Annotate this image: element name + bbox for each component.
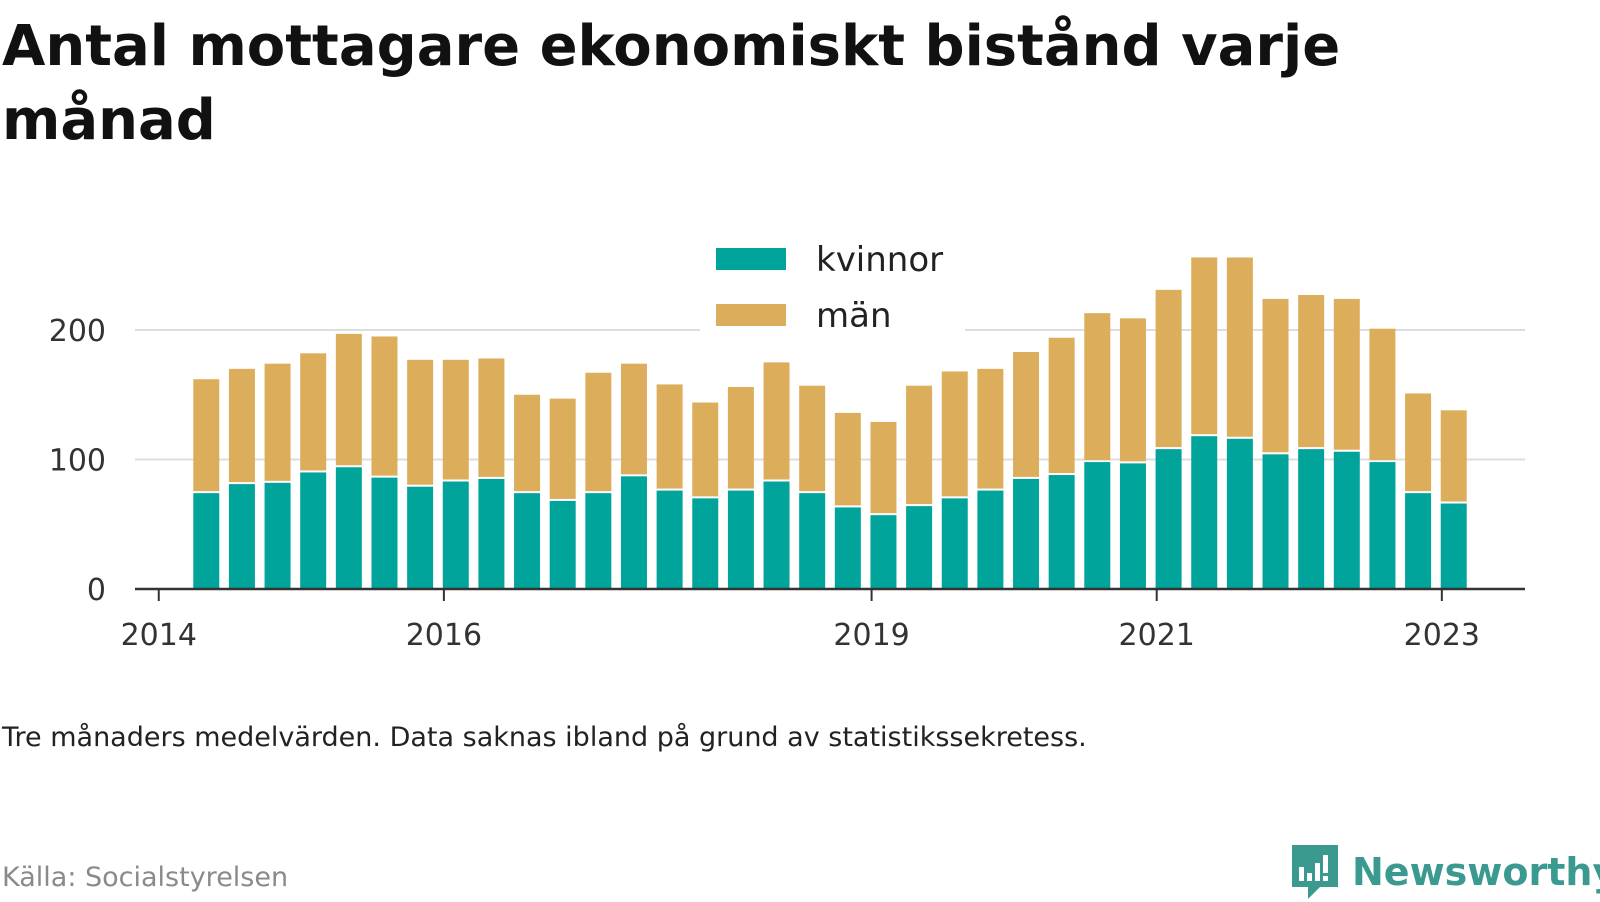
- bar-man: [656, 384, 683, 489]
- bar-kvinnor: [1048, 475, 1075, 589]
- bar-kvinnor: [407, 486, 434, 589]
- bar-man: [478, 358, 505, 477]
- bar-kvinnor: [834, 507, 861, 589]
- x-tick-label: 2019: [833, 618, 909, 653]
- x-tick-label: 2016: [406, 618, 482, 653]
- bar-kvinnor: [763, 481, 790, 589]
- bar-kvinnor: [1119, 463, 1146, 589]
- bar-kvinnor: [228, 484, 255, 589]
- bar-man: [585, 372, 612, 492]
- bar-man: [407, 359, 434, 485]
- bar-man: [727, 386, 754, 489]
- bar-man: [300, 353, 327, 471]
- bar-kvinnor: [692, 498, 719, 589]
- bar-kvinnor: [1226, 438, 1253, 589]
- bar-kvinnor: [371, 477, 398, 589]
- y-tick-label: 100: [49, 444, 106, 479]
- legend-label-kvinnor: kvinnor: [816, 240, 943, 280]
- bar-kvinnor: [1298, 449, 1325, 589]
- bar-kvinnor: [1155, 449, 1182, 589]
- bar-man: [870, 421, 897, 514]
- bar-kvinnor: [442, 481, 469, 589]
- bar-man: [941, 371, 968, 497]
- bar-man: [264, 363, 291, 481]
- bar-kvinnor: [478, 478, 505, 589]
- bar-kvinnor: [799, 493, 826, 589]
- bar-kvinnor: [1262, 454, 1289, 589]
- bar-kvinnor: [1369, 462, 1396, 589]
- bar-kvinnor: [620, 476, 647, 589]
- x-tick-label: 2023: [1404, 618, 1480, 653]
- bar-man: [763, 362, 790, 480]
- bar-kvinnor: [514, 493, 541, 589]
- bar-man: [1333, 298, 1360, 450]
- bar-man: [1155, 289, 1182, 448]
- newsworthy-logo-icon: [1292, 845, 1338, 899]
- bar-man: [1191, 257, 1218, 435]
- bar-man: [549, 398, 576, 499]
- newsworthy-brand[interactable]: Newsworthy: [1290, 842, 1600, 902]
- bar-kvinnor: [727, 490, 754, 589]
- y-tick-label: 200: [49, 314, 106, 349]
- bar-man: [692, 402, 719, 497]
- bar-man: [1048, 337, 1075, 474]
- x-tick-label: 2014: [121, 618, 197, 653]
- bar-man: [1262, 298, 1289, 453]
- brand-name: Newsworthy: [1352, 850, 1600, 894]
- bar-man: [620, 363, 647, 475]
- bar-kvinnor: [1084, 462, 1111, 589]
- chart-note: Tre månaders medelvärden. Data saknas ib…: [2, 722, 1087, 753]
- bar-kvinnor: [870, 515, 897, 589]
- bar-kvinnor: [941, 498, 968, 589]
- bar-man: [1226, 257, 1253, 437]
- bar-man: [1369, 328, 1396, 461]
- bar-kvinnor: [906, 506, 933, 589]
- bar-man: [1013, 352, 1040, 477]
- bar-kvinnor: [193, 493, 220, 589]
- bar-man: [442, 359, 469, 480]
- bar-kvinnor: [1405, 493, 1432, 589]
- bar-man: [228, 368, 255, 483]
- legend-swatch-kvinnor: [716, 248, 786, 270]
- y-tick-label: 0: [87, 573, 106, 608]
- legend-label-man: män: [816, 296, 892, 336]
- bar-kvinnor: [1440, 503, 1467, 589]
- bar-man: [906, 385, 933, 505]
- bar-kvinnor: [300, 472, 327, 589]
- bar-man: [335, 333, 362, 466]
- chart-title: Antal mottagare ekonomiskt bistånd varje…: [2, 14, 1341, 153]
- bar-man: [1298, 295, 1325, 448]
- legend-swatch-man: [716, 304, 786, 326]
- source-text: Källa: Socialstyrelsen: [2, 862, 289, 893]
- bar-man: [514, 394, 541, 492]
- bar-kvinnor: [264, 482, 291, 589]
- bar-kvinnor: [585, 493, 612, 589]
- bar-kvinnor: [549, 500, 576, 589]
- bar-kvinnor: [977, 490, 1004, 589]
- x-tick-label: 2021: [1119, 618, 1195, 653]
- bar-man: [193, 379, 220, 492]
- bar-man: [799, 385, 826, 492]
- bar-kvinnor: [1191, 436, 1218, 589]
- bar-kvinnor: [335, 467, 362, 589]
- bar-man: [1405, 393, 1432, 492]
- bar-man: [371, 336, 398, 476]
- bar-kvinnor: [1333, 451, 1360, 589]
- bar-kvinnor: [1013, 478, 1040, 589]
- bar-man: [977, 368, 1004, 489]
- bar-man: [834, 412, 861, 506]
- bar-man: [1440, 410, 1467, 502]
- bar-man: [1084, 313, 1111, 461]
- bar-kvinnor: [656, 490, 683, 589]
- bar-man: [1119, 318, 1146, 462]
